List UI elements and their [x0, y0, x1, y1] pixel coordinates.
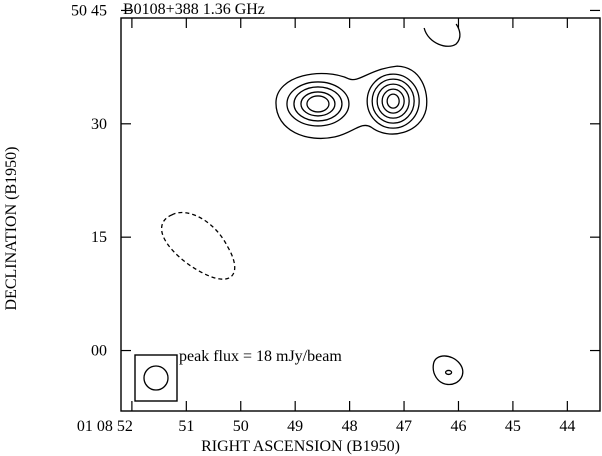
beam-layer [134, 354, 178, 402]
west-lobe-outer-contour [275, 65, 428, 140]
east-lobe-contour [366, 73, 420, 129]
beam-box [134, 354, 178, 402]
x-tick-label: 50 [233, 418, 249, 435]
y-tick-label: 00 [91, 343, 107, 360]
x-tick-label: 01 08 52 [77, 418, 133, 435]
y-axis-label: DECLINATION (B1950) [3, 147, 20, 311]
west-lobe-contour [293, 86, 343, 122]
east-lobe-contour [371, 78, 415, 124]
x-tick-label: 47 [396, 418, 412, 435]
y-tick-label: 30 [91, 116, 107, 133]
y-tick-label: 15 [91, 229, 107, 246]
beam-circle [143, 365, 169, 391]
west-lobe-contour [300, 91, 336, 117]
east-lobe-contour [376, 83, 410, 119]
x-axis-label: RIGHT ASCENSION (B1950) [201, 438, 400, 455]
peak-flux-annotation: peak flux = 18 mJy/beam [179, 348, 342, 365]
west-lobe-contour [286, 81, 350, 127]
edge-contour [423, 23, 461, 47]
weak-source-contour [432, 355, 464, 386]
x-tick-label: 51 [178, 418, 194, 435]
x-tick-label: 46 [450, 418, 466, 435]
x-tick-label: 48 [342, 418, 358, 435]
weak-source-inner-contour [444, 369, 453, 376]
plot-frame [120, 17, 601, 412]
x-tick-label: 49 [287, 418, 303, 435]
y-tick-label: 50 45 [71, 2, 107, 19]
x-tick-label: 45 [505, 418, 521, 435]
east-lobe-contour [381, 88, 405, 114]
negative-contour [160, 211, 236, 280]
west-lobe-contour [306, 95, 330, 113]
x-tick-label: 44 [559, 418, 575, 435]
axes-layer [120, 9, 601, 412]
chart-title: B0108+388 1.36 GHz [123, 1, 265, 18]
east-lobe-contour [386, 93, 400, 109]
contour-layer [160, 23, 464, 386]
